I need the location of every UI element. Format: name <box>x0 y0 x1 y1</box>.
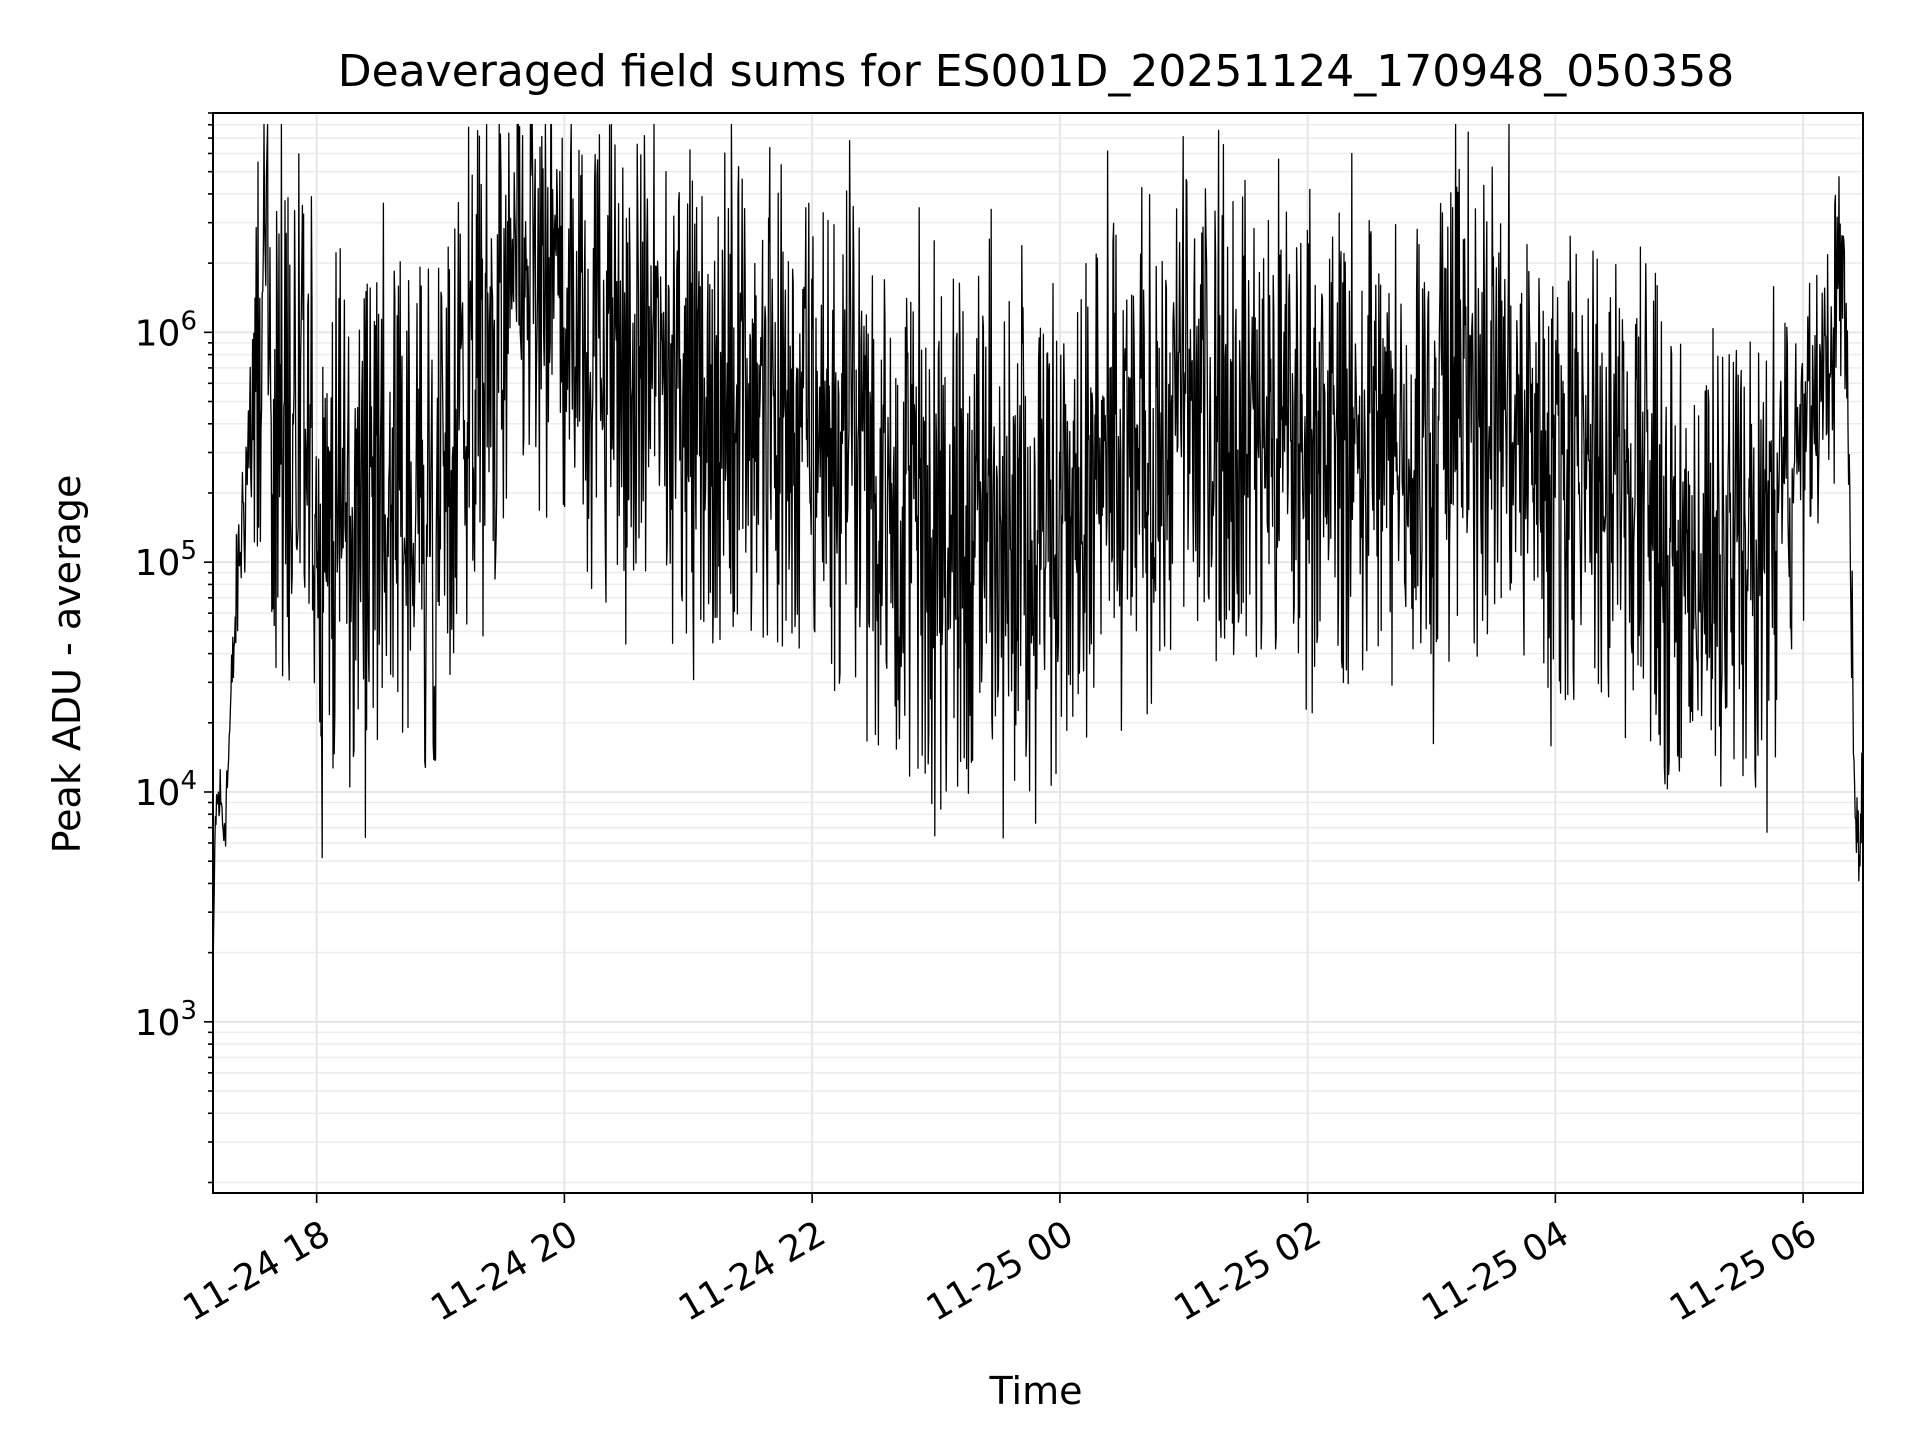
x-tick-label: 11-25 06 <box>1663 1213 1824 1329</box>
series-layer <box>212 123 1864 982</box>
x-tick-label: 11-25 04 <box>1415 1213 1576 1329</box>
y-axis-label: Peak ADU - average <box>45 475 89 854</box>
chart-title: Deaveraged field sums for ES001D_2025112… <box>338 46 1734 97</box>
y-tick-label: 106 <box>135 306 197 354</box>
x-tick-label: 11-24 22 <box>672 1213 833 1329</box>
x-axis-label: Time <box>989 1369 1083 1413</box>
series-line <box>212 123 1864 982</box>
x-tick-label: 11-24 20 <box>424 1213 585 1329</box>
x-tick-label: 11-25 00 <box>920 1213 1081 1329</box>
y-tick-label: 103 <box>135 996 197 1044</box>
y-tick-label: 105 <box>135 536 197 584</box>
y-tick-label: 104 <box>135 766 197 814</box>
x-tick-label: 11-25 02 <box>1167 1213 1328 1329</box>
x-tick-label: 11-24 18 <box>176 1213 337 1329</box>
